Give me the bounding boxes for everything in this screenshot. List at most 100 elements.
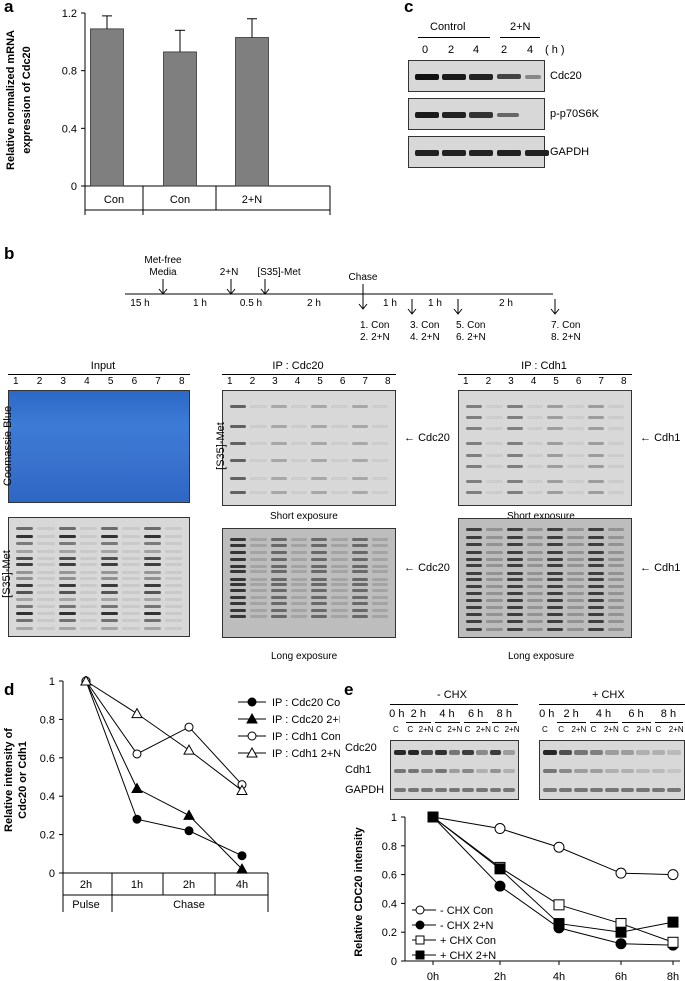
- e-time-line: [435, 722, 460, 723]
- chart-e-ytick-label: 0.4: [382, 898, 397, 910]
- chart-e-point: [667, 869, 679, 881]
- 2n-group-label: 2+N: [510, 21, 531, 33]
- chart-d-point: [132, 749, 142, 759]
- lane-number: 2: [36, 376, 43, 387]
- panel-b-label: b: [4, 244, 15, 263]
- e-time-label: 8 h: [496, 708, 512, 720]
- chart-d-legend-label: IP : Cdh1 Con: [272, 731, 340, 743]
- lane-number: 8: [179, 376, 185, 387]
- lane-number: 1: [227, 376, 233, 387]
- sample-6: 6. 2+N: [456, 332, 486, 343]
- cdc20-short-exposure: Short exposure: [270, 511, 338, 522]
- chart-a-ytick-label: 0.8: [62, 66, 77, 78]
- arrow-s35: [260, 279, 270, 295]
- chart-a-ytick-label: 0.4: [62, 123, 77, 135]
- lane-number: 3: [508, 376, 514, 387]
- lane-number: 4: [84, 376, 90, 387]
- sample-3: 3. Con: [410, 320, 439, 331]
- sample-5: 5. Con: [456, 320, 485, 331]
- lane-number: 6: [575, 376, 582, 387]
- chart-d-ylabel-2: Cdc20 or Cdh1: [17, 741, 29, 819]
- lane-number: 5: [553, 376, 559, 387]
- e-sub-label: C: [436, 725, 442, 734]
- input-line: [8, 374, 190, 375]
- sample-2: 2. 2+N: [360, 332, 390, 343]
- e-time-label: 2 h: [410, 708, 426, 720]
- chart-e-xtick-label: 8h: [667, 971, 679, 981]
- chart-d-legend-label: IP : Cdc20 Con: [272, 697, 340, 709]
- time-4: 4: [473, 44, 480, 56]
- control-group-line: [418, 37, 490, 38]
- panel-e-label: e: [344, 680, 354, 699]
- chart-e-legend-marker: [415, 905, 425, 915]
- sample-8: 8. 2+N: [551, 332, 581, 343]
- e-sub-label: C: [464, 725, 471, 734]
- chart-e-point: [494, 880, 506, 892]
- chart-e-legend-marker: [415, 950, 425, 960]
- chart-e-legend-label: + CHX Con: [440, 935, 496, 947]
- chart-d-ytick-label: 0.8: [40, 714, 55, 726]
- chart-d-xtick-label: 2h: [80, 879, 92, 891]
- chart-d-group-chase: Chase: [173, 899, 205, 911]
- chart-e-legend-label: - CHX 2+N: [440, 920, 494, 932]
- blot-c-cdc20-label: Cdc20: [550, 70, 582, 82]
- e-time-label: 2 h: [563, 708, 579, 720]
- chart-e-ytick-label: 0: [391, 956, 397, 968]
- e-sub-label: 2+N: [447, 725, 463, 734]
- e-blot-cdc20-label: Cdc20: [345, 742, 377, 754]
- e-sub-label: C: [623, 725, 629, 734]
- chart-a-ytick-label: 0: [71, 181, 77, 193]
- arrow-7: [550, 299, 560, 315]
- chart-d-ylabel: Relative intensity of: [3, 728, 15, 832]
- lanes-cdc20: 1 2 3 4 5 6 7 8: [222, 376, 396, 390]
- chase-label: Chase: [349, 272, 378, 283]
- chart-e: Relative CDC20 intensity 0 0.2 0.4 0.6 0.8 1 0h…: [353, 811, 680, 981]
- e-time-line: [406, 722, 431, 723]
- chart-e-legend-label: - CHX Con: [440, 905, 493, 917]
- chart-a-bar: [235, 37, 269, 187]
- chart-d-legend-marker: [247, 731, 257, 741]
- arrow-cdh1-short-label: Cdh1: [654, 432, 681, 444]
- chart-d-series-line: [85, 680, 243, 786]
- chart-d-point: [236, 784, 248, 795]
- blot-c-cdc20: [408, 60, 545, 92]
- e-sub-label: C: [393, 725, 399, 734]
- lane-number: 8: [385, 376, 391, 387]
- e-time-label: 4 h: [439, 708, 455, 720]
- ip-cdh1-title: IP : Cdh1: [521, 360, 567, 372]
- interval-05h: 0.5 h: [240, 298, 262, 309]
- chart-d-xtick-label: 2h: [183, 879, 195, 891]
- chart-d-point: [131, 707, 143, 719]
- lane-number: 1: [13, 376, 19, 387]
- chart-d: Relative intensity of Cdc20 or Cdh1 0 0.2 0.…: [3, 676, 340, 912]
- e-sub-label: 2+N: [603, 725, 619, 734]
- sample-1: 1. Con: [360, 320, 389, 331]
- e-time-label: 0 h: [389, 708, 405, 720]
- lane-number: 4: [294, 376, 301, 387]
- chart-d-ytick-label: 0.6: [40, 753, 55, 765]
- chart-e-point: [615, 926, 627, 938]
- e-sub-label: C: [493, 725, 500, 734]
- blot-c-p70: [408, 98, 545, 130]
- chart-d-legend-marker: [246, 746, 258, 758]
- lane-number: 3: [272, 376, 278, 387]
- control-group-label: Control: [430, 21, 466, 33]
- gel-input-s35: [8, 517, 190, 637]
- chart-e-legend-label: + CHX 2+N: [440, 950, 496, 962]
- time-0: 0: [422, 44, 429, 56]
- chart-d-point: [131, 782, 143, 794]
- chart-d-series-line: [85, 680, 243, 870]
- e-time-line: [654, 722, 683, 723]
- chart-d-point: [184, 722, 194, 732]
- chart-a-ytick-label: 1.2: [62, 8, 77, 20]
- chart-d-ytick-label: 0.4: [40, 791, 55, 803]
- chart-e-point: [494, 823, 506, 835]
- metfree-label: Met-free: [144, 255, 182, 266]
- time-2n-2: 2: [501, 44, 508, 56]
- chart-e-point: [427, 811, 439, 823]
- ip-cdc20-title: IP : Cdc20: [272, 360, 324, 372]
- cdh1-short-exposure: Short exposure: [507, 511, 575, 522]
- chart-d-point: [184, 826, 194, 836]
- interval-1h-c: 1 h: [428, 298, 442, 309]
